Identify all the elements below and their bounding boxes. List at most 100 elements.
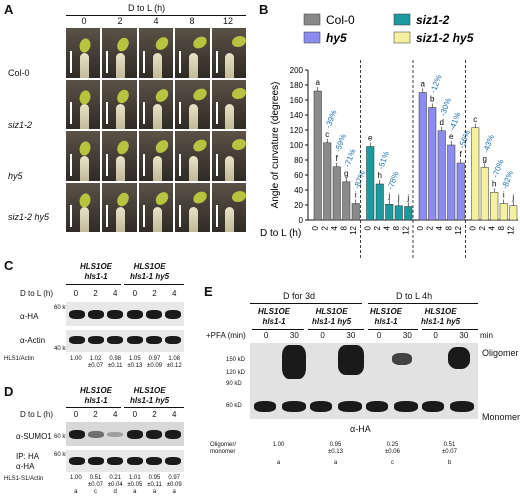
seedling-photo — [102, 28, 137, 78]
row-label-siz1-2-hy5: siz1-2 hy5 — [8, 212, 50, 222]
hypocotyl — [225, 155, 235, 181]
lane-time: 2 — [93, 410, 98, 419]
scale-bar — [142, 205, 145, 227]
significance-letter: a — [133, 489, 137, 495]
bar — [323, 142, 332, 221]
ratio-value: 1.08 ±0.12 — [166, 356, 182, 369]
hypocotyl — [188, 52, 198, 78]
scale-bar — [106, 153, 109, 176]
genotype-underline — [368, 329, 418, 330]
genotype-line: HLS1OE — [258, 307, 291, 316]
genotype-line: hls1-1 — [84, 272, 108, 281]
ratio-value: 1.00 — [272, 442, 285, 448]
western-blot-actin — [66, 330, 184, 352]
x-tick-label: 12 — [349, 225, 358, 234]
blot-band — [88, 336, 104, 344]
lane-time: 0 — [73, 410, 79, 419]
ratio-value: 0.51 ±0.07 — [88, 475, 103, 488]
genotype-line: HLS1OE — [133, 386, 166, 395]
lane-time: 0 — [132, 289, 138, 298]
lane-time: 2 — [152, 410, 157, 419]
panel-c-ratios: 1.00 1.02 ±0.07 0.98 ±0.11 1.05 ±0.13 0.… — [66, 356, 184, 370]
x-tick-label: 0 — [363, 225, 372, 230]
cotyledon — [76, 36, 94, 55]
bar — [499, 203, 508, 221]
seedling-photo — [66, 182, 101, 232]
scale-bar — [179, 102, 182, 124]
panel-a-header-line — [66, 15, 246, 16]
panel-c-kd-60: 60 kD — [54, 305, 70, 311]
blot-band — [107, 432, 123, 437]
seedling-photo — [175, 182, 210, 232]
significance-letter: j — [511, 193, 514, 202]
genotype-line: HLS1OE — [133, 262, 166, 271]
significance-letter: j — [397, 193, 400, 202]
panel-c-genotype-1: HLS1OE hls1-1 — [80, 262, 112, 282]
pfa-value: 0 — [376, 331, 382, 340]
genotype-underline — [124, 284, 184, 285]
panel-d-ratios: 1.00 0.51 ±0.07 0.21 ±0.04 1.01 ±0.05 0.… — [66, 475, 184, 489]
blot-band — [69, 310, 85, 319]
blot-band — [127, 457, 143, 465]
hypocotyl — [79, 104, 89, 129]
percent-change-label: -43% — [481, 134, 496, 155]
scale-bar — [215, 50, 218, 73]
bar — [313, 90, 322, 221]
blot-band — [88, 310, 104, 319]
cotyledon — [231, 87, 246, 99]
time-label: 8 — [189, 16, 195, 26]
panel-d-kd-2: 60 kD — [54, 452, 70, 458]
ratio-value: 1.01 ±0.05 — [127, 475, 143, 488]
kd-150: 150 kD — [226, 357, 246, 363]
bar — [404, 206, 413, 221]
panel-d-ratio-label: HLS1-S1/Actin — [4, 476, 44, 482]
x-tick-label: 12 — [454, 225, 463, 234]
lane-time: 4 — [112, 410, 118, 419]
y-tick-label: 60 — [294, 171, 303, 180]
oligomer-band — [282, 345, 306, 379]
monomer-label: Monomer — [482, 412, 520, 422]
seedling-photo — [66, 28, 101, 78]
scale-bar — [106, 50, 109, 73]
pfa-value: 30 — [346, 331, 356, 340]
ratio-value: 1.02 ±0.07 — [88, 356, 103, 369]
x-tick-label: 2 — [478, 225, 487, 230]
hypocotyl — [116, 207, 126, 232]
scale-bar — [215, 102, 218, 124]
significance-letter: a — [172, 489, 176, 495]
pfa-value: 30 — [402, 331, 412, 340]
significance-letter: j — [387, 191, 390, 200]
scale-bar — [70, 205, 72, 227]
percent-change-label: -41% — [448, 111, 463, 132]
blot-band — [127, 336, 143, 344]
x-axis-title: D to L (h) — [260, 228, 301, 239]
scale-bar — [179, 153, 182, 176]
significance-letter: f — [336, 154, 339, 163]
significance-letter: e — [449, 132, 454, 141]
lane-time: 4 — [171, 410, 177, 419]
panel-a-time-row: 0 2 4 8 12 — [66, 16, 246, 26]
x-tick-label: 2 — [320, 225, 329, 230]
panel-d-row-sumo: α-SUMO1 — [16, 432, 52, 441]
blot-band — [146, 336, 162, 344]
blot-band — [107, 310, 123, 319]
pfa-value: 0 — [433, 331, 438, 340]
significance-letter: c — [473, 115, 477, 124]
y-tick-label: 140 — [290, 111, 304, 120]
legend-label: siz1-2 — [416, 13, 450, 27]
seedling-photo — [66, 79, 101, 129]
panel-d-row-ha: α-HA — [16, 462, 35, 471]
seedling-photo — [211, 182, 246, 232]
scale-bar — [70, 153, 72, 176]
pfa-value: 0 — [320, 331, 325, 340]
significance-letter: c — [391, 460, 394, 466]
group-underline — [368, 303, 478, 304]
ratio-value: 1.00 — [69, 356, 82, 362]
y-tick-label: 120 — [290, 126, 304, 135]
scale-bar — [70, 102, 72, 124]
hypocotyl — [152, 52, 162, 78]
bar — [490, 192, 499, 221]
hypocotyl — [79, 52, 89, 78]
cotyledon — [192, 86, 209, 102]
seedling-photo — [66, 131, 101, 181]
